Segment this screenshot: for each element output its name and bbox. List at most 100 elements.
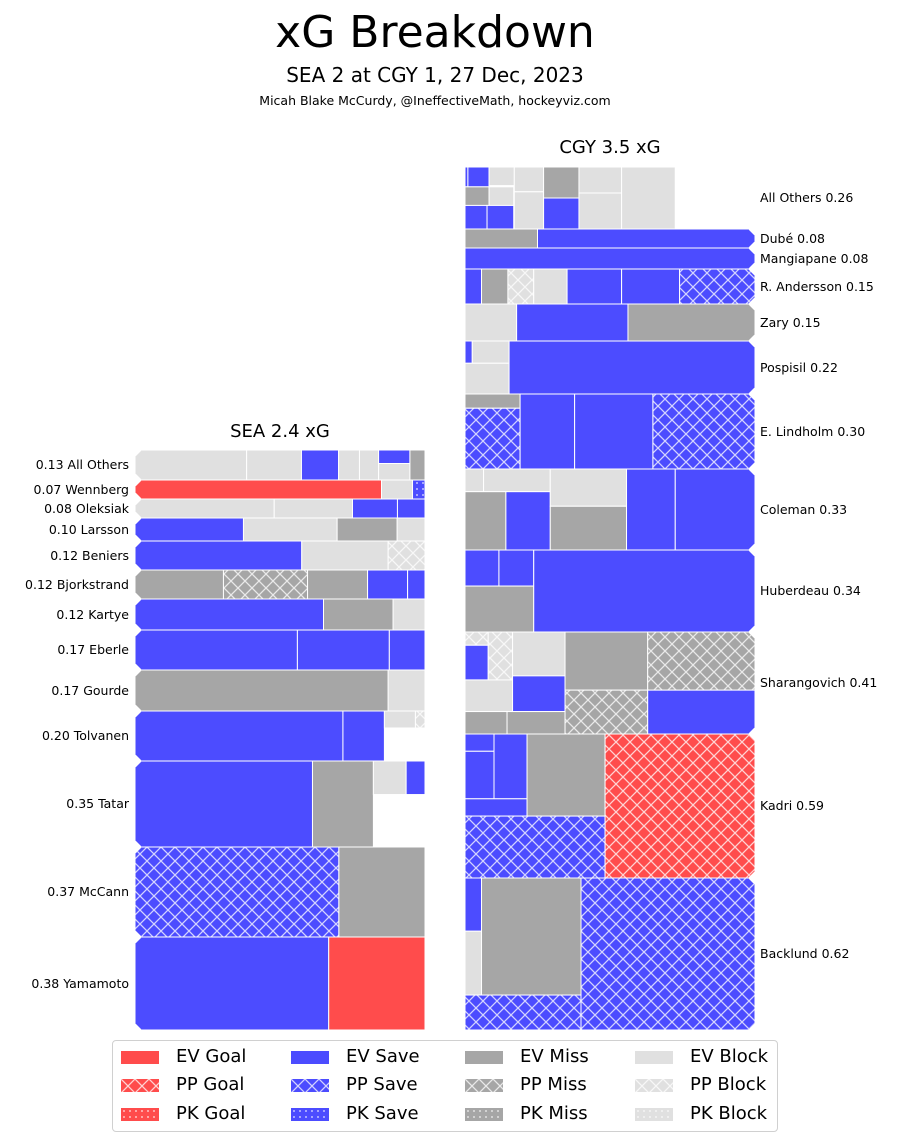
shot-rect-ev-miss xyxy=(465,585,535,632)
legend-item: PP Miss xyxy=(465,1073,587,1097)
shot-rect-ev-block xyxy=(621,167,676,229)
legend-item: PP Save xyxy=(291,1073,418,1097)
shot-rect-ev-block xyxy=(488,167,515,187)
shot-rect-ev-save xyxy=(367,570,409,599)
shot-hatch-overlay xyxy=(465,816,606,878)
shot-hatch-overlay xyxy=(223,570,308,599)
player-row xyxy=(135,630,425,670)
shot-rect-ev-miss xyxy=(526,734,606,817)
shot-rect-ev-block xyxy=(381,480,414,499)
legend-swatch xyxy=(635,1078,673,1092)
shot-rect-ev-miss xyxy=(409,450,425,480)
player-row xyxy=(465,248,755,269)
shot-rect-ev-block xyxy=(465,930,483,996)
shot-rect-ev-block xyxy=(378,463,411,480)
shot-rect-ev-block xyxy=(578,192,623,229)
shot-hatch-overlay xyxy=(647,632,755,691)
shot-rect-ev-miss xyxy=(135,570,224,599)
player-row xyxy=(465,341,755,394)
legend-swatch xyxy=(291,1050,329,1064)
shot-rect-ev-miss xyxy=(465,491,507,550)
shot-rect-ev-block xyxy=(465,362,510,394)
player-label: 0.13 All Others xyxy=(35,457,129,472)
legend-label: PP Block xyxy=(690,1074,767,1095)
shot-rect-ev-save xyxy=(135,630,298,670)
shot-rect-ev-goal xyxy=(328,937,425,1030)
legend-label: EV Miss xyxy=(520,1046,589,1067)
player-label: Mangiapane 0.08 xyxy=(760,250,869,266)
shot-hatch-overlay xyxy=(581,878,755,1030)
player-row xyxy=(135,570,425,599)
player-row xyxy=(135,937,425,1030)
shot-rect-ev-block xyxy=(242,518,338,541)
shot-rect-ev-block xyxy=(471,341,510,364)
shot-rect-ev-save xyxy=(465,204,488,229)
shot-rect-ev-block xyxy=(396,518,425,541)
player-row xyxy=(135,499,425,518)
legend-label: PK Goal xyxy=(176,1103,246,1124)
player-row xyxy=(135,670,425,711)
shot-rect-ev-miss xyxy=(465,229,538,248)
player-row xyxy=(135,450,425,480)
shot-rect-ev-save xyxy=(467,167,490,188)
player-label: Zary 0.15 xyxy=(760,314,821,330)
shot-rect-ev-block xyxy=(549,469,628,507)
shot-hatch-overlay xyxy=(652,394,755,469)
player-label: 0.12 Kartye xyxy=(56,606,129,622)
shot-rect-ev-block xyxy=(135,450,248,480)
shot-hatch-overlay xyxy=(388,541,425,570)
shot-rect-ev-block xyxy=(465,304,518,341)
shot-rect-ev-miss xyxy=(323,599,394,630)
player-row xyxy=(465,550,755,632)
legend-item: PP Block xyxy=(635,1073,766,1097)
shot-rect-ev-save xyxy=(378,450,411,464)
legend-label: EV Save xyxy=(346,1046,420,1067)
player-label: Coleman 0.33 xyxy=(760,501,848,517)
shot-hatch-overlay xyxy=(605,734,755,878)
legend-item: PK Goal xyxy=(121,1102,245,1126)
player-row xyxy=(465,469,755,550)
player-row xyxy=(135,480,425,499)
shot-hatch-overlay xyxy=(565,690,648,734)
shot-rect-ev-save xyxy=(405,761,425,796)
shot-rect-ev-save xyxy=(135,711,344,761)
shot-rect-ev-block xyxy=(533,269,568,304)
shot-rect-ev-save xyxy=(135,937,330,1030)
shot-rect-ev-save xyxy=(135,599,324,630)
shot-rect-ev-save xyxy=(512,675,566,713)
shot-rect-ev-miss xyxy=(465,186,490,206)
shot-hatch-overlay xyxy=(135,847,339,937)
shot-hatch-overlay xyxy=(465,632,489,646)
player-label: 0.17 Gourde xyxy=(51,682,129,698)
legend-label: EV Block xyxy=(690,1046,769,1067)
shot-hatch-overlay xyxy=(465,995,581,1030)
player-row xyxy=(135,599,425,630)
shot-rect-ev-miss xyxy=(307,570,369,599)
player-row xyxy=(465,167,676,229)
legend-swatch xyxy=(635,1107,673,1121)
player-row xyxy=(465,734,755,878)
legend-swatch xyxy=(121,1107,159,1121)
shot-hatch-overlay xyxy=(488,632,513,680)
shot-rect-ev-save xyxy=(674,469,755,550)
team-title-sea: SEA 2.4 xG xyxy=(230,421,330,442)
player-label: Sharangovich 0.41 xyxy=(760,675,878,690)
team-panel-sea xyxy=(135,450,425,1030)
shot-rect-ev-block xyxy=(338,450,360,480)
legend-item: EV Goal xyxy=(121,1045,246,1069)
shot-rect-ev-save xyxy=(533,550,755,632)
shot-rect-ev-save xyxy=(388,630,425,670)
shot-rect-ev-block xyxy=(465,469,485,493)
shot-rect-ev-miss xyxy=(506,711,566,734)
shot-rect-ev-block xyxy=(135,499,275,518)
legend-item: PK Block xyxy=(635,1102,767,1126)
shot-rect-ev-save xyxy=(537,229,755,248)
shot-rect-ev-save xyxy=(516,304,629,341)
chart-subtitle: SEA 2 at CGY 1, 27 Dec, 2023 xyxy=(286,63,584,87)
legend-swatch xyxy=(121,1078,159,1092)
shot-rect-ev-block xyxy=(246,450,302,480)
shot-rect-ev-miss xyxy=(549,505,628,550)
player-row xyxy=(135,518,425,541)
shot-rect-ev-goal xyxy=(135,480,382,499)
